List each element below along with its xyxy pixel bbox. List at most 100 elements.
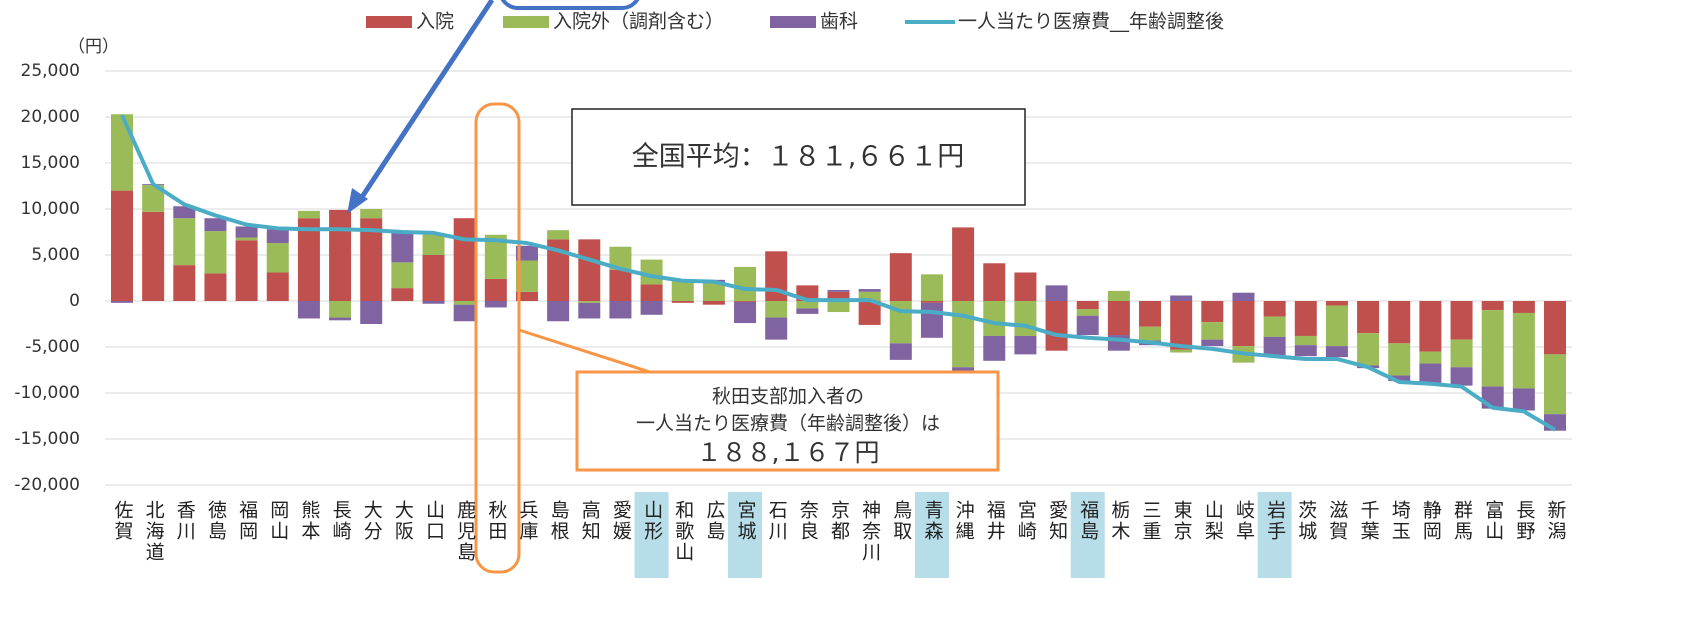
y-tick-label: -5,000 (25, 337, 80, 357)
x-tick-label: 岐阜 (1233, 500, 1255, 542)
bar-segment (360, 209, 383, 219)
callout-tail (518, 328, 700, 374)
bar-segment (391, 232, 414, 263)
x-tick-label: 岩手 (1264, 500, 1286, 542)
bar-segment (329, 317, 352, 321)
bar-segment (671, 301, 694, 303)
bar-segment (827, 291, 850, 301)
bar-segment (515, 245, 538, 261)
bar-segment (484, 301, 507, 308)
x-tick-label: 福井 (984, 500, 1006, 542)
bar-segment (858, 289, 881, 292)
legend: 入院 入院外（調剤含む） 歯科 一人当たり医療費__年齢調整後 (366, 11, 1224, 33)
bar-segment (1388, 343, 1411, 376)
bar-segment (1263, 301, 1286, 317)
callout-line: 秋田支部加入者の (712, 386, 864, 408)
bar-segment (422, 255, 445, 301)
bar-segment (1450, 301, 1473, 340)
bar-segment (329, 209, 352, 301)
x-tick-label: 群馬 (1451, 500, 1473, 542)
bar-segment (640, 284, 663, 301)
arrow (357, 0, 495, 202)
y-tick-label: 0 (69, 291, 80, 311)
bar-segment (765, 317, 788, 340)
x-tick-label: 三重 (1140, 500, 1162, 542)
bar-segment (858, 301, 881, 325)
x-tick-label: 香川 (174, 500, 196, 542)
bar-segment (920, 301, 943, 303)
bar-segment (297, 301, 320, 319)
x-tick-label: 京都 (828, 500, 850, 542)
bar-segment (1419, 351, 1442, 364)
x-tick-label: 栃木 (1108, 500, 1130, 542)
x-tick-label: 佐賀 (112, 500, 134, 542)
bar-segment (1263, 336, 1286, 356)
bar-segment (515, 260, 538, 292)
bar-segment (142, 211, 165, 301)
bar-segment (609, 246, 632, 270)
bar-segment (796, 301, 819, 309)
x-tick-label: 青森 (921, 500, 943, 542)
x-tick-label: 宮崎 (1015, 500, 1037, 542)
bar-segment (1544, 301, 1566, 355)
average-text: 全国平均：１８１,６６１円 (632, 142, 965, 173)
bar-segment (1325, 301, 1348, 306)
x-tick-label: 埼玉 (1389, 500, 1411, 542)
bar-segment (360, 301, 383, 324)
bar-segment (453, 304, 476, 322)
bar-segment (983, 335, 1006, 361)
akita-outline (474, 102, 521, 574)
legend-swatch (503, 16, 549, 28)
x-tick-label: 島根 (548, 500, 570, 542)
y-tick-label: -10,000 (14, 383, 80, 403)
bar-segment (1045, 285, 1068, 301)
bar-segment (204, 218, 227, 232)
bar-segment (204, 231, 227, 274)
bar-segment (952, 227, 975, 301)
bar-segment (391, 262, 414, 289)
bar-segment (266, 243, 289, 273)
x-tick-label: 富山 (1482, 500, 1504, 542)
bar-segment (1201, 301, 1224, 323)
x-tick-label: 大阪 (392, 500, 414, 542)
bar-segment (1076, 309, 1099, 316)
bar-segment (1481, 301, 1504, 311)
bar-segment (920, 274, 943, 301)
bar-segment (1325, 305, 1348, 347)
bar-segment (1294, 335, 1317, 346)
bar-segment (1107, 301, 1130, 336)
legend-label: 歯科 (820, 11, 858, 33)
bar-segment (1014, 272, 1037, 301)
bar-segment (734, 266, 757, 301)
bar-segment (734, 301, 757, 302)
bar-segment (765, 301, 788, 318)
bar-segment (1232, 301, 1255, 347)
bar-segment (111, 301, 133, 303)
bar-segment (329, 301, 352, 318)
category-highlight (1257, 492, 1292, 578)
bar-segment (702, 301, 725, 305)
y-tick-label: 5,000 (31, 245, 80, 265)
x-tick-label: 千葉 (1358, 500, 1380, 542)
callout-box (575, 370, 1000, 472)
x-tick-label: 高知 (579, 500, 601, 542)
bar-segment (1139, 326, 1162, 341)
bar-segment (235, 240, 258, 301)
y-tick-label: 10,000 (21, 199, 80, 219)
bar-segment (578, 239, 601, 301)
bar-segment (266, 272, 289, 301)
bar-segment (858, 291, 881, 301)
x-tick-label: 静岡 (1420, 500, 1442, 542)
x-tick-label: 福島 (1077, 500, 1099, 542)
bar-segment (1263, 316, 1286, 337)
bar-segment (547, 239, 570, 301)
x-tick-label: 東京 (1171, 500, 1193, 542)
x-tick-label: 石川 (766, 500, 788, 542)
bar-segment (671, 279, 694, 301)
x-tick-label: 宮城 (735, 500, 757, 542)
x-tick-label: 山梨 (1202, 500, 1224, 542)
x-tick-label: 和歌山 (672, 500, 694, 563)
bar-segment (1544, 354, 1566, 415)
bar-segment (1388, 375, 1411, 382)
legend-label: 一人当たり医療費__年齢調整後 (958, 11, 1224, 33)
